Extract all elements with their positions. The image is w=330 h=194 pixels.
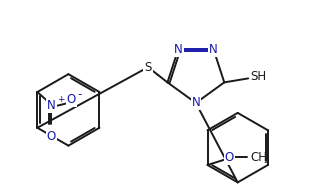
Text: O: O: [225, 151, 234, 164]
Text: 3: 3: [263, 156, 269, 165]
Text: O: O: [47, 130, 56, 143]
Text: N: N: [209, 42, 218, 55]
Text: CH: CH: [250, 151, 267, 164]
Text: S: S: [145, 61, 152, 74]
Text: +: +: [57, 95, 65, 105]
Text: N: N: [191, 96, 200, 109]
Text: N: N: [47, 100, 56, 113]
Text: -: -: [77, 88, 82, 101]
Text: N: N: [174, 42, 183, 55]
Text: SH: SH: [250, 70, 266, 83]
Text: O: O: [67, 94, 76, 107]
